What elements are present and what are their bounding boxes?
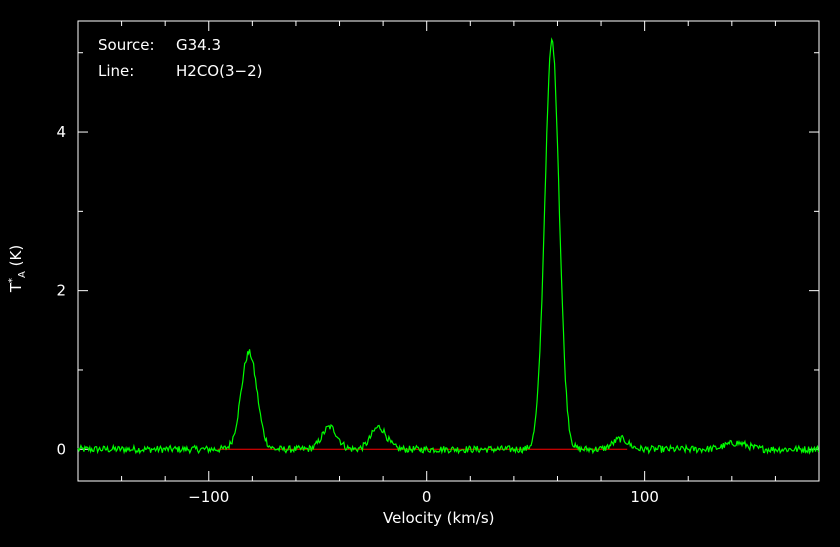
spectrum-line [77,37,820,455]
axis-ticks [77,21,820,481]
line-value: H2CO(3−2) [176,62,263,80]
x-tick-label: 0 [422,488,432,506]
y-tick-label: 4 [56,123,66,141]
x-axis-label: Velocity (km/s) [383,509,495,527]
line-key: Line: [98,62,135,80]
y-axis-unit: (K) [7,244,26,267]
x-tick-label: −100 [188,488,229,506]
x-tick-label: 100 [630,488,659,506]
y-axis-symbol: T [7,283,26,293]
source-value: G34.3 [176,36,222,54]
axis-tick-labels: −100 0 100 0 2 4 [56,123,659,506]
y-axis-sub: A [17,271,29,278]
y-axis-sup: * [7,278,19,283]
y-tick-label: 0 [56,440,66,458]
source-key: Source: [98,36,155,54]
y-tick-label: 2 [56,282,66,300]
plot-frame [77,20,820,482]
y-axis-label: T*A (K) [7,245,28,292]
